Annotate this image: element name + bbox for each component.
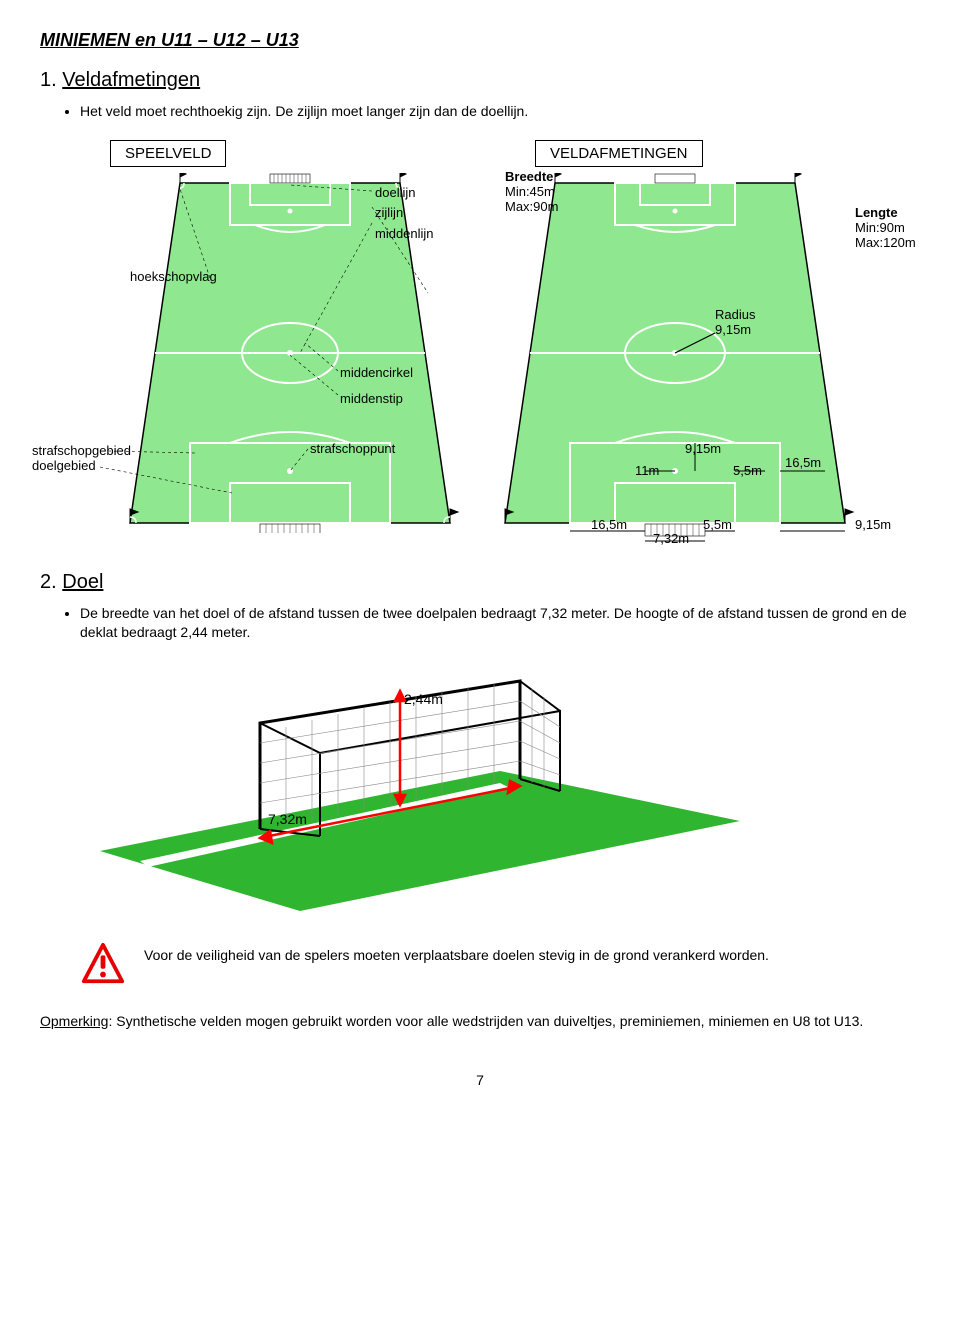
dim-11: 11m [635, 463, 659, 478]
radius-label: Radius [715, 307, 755, 322]
veldafmetingen-box: VELDAFMETINGEN [535, 140, 703, 167]
goal-diagram: 2,44m 7,32m [100, 661, 920, 921]
veldafmetingen-pitch [495, 173, 855, 543]
note-heading: Opmerking [40, 1013, 108, 1029]
dim-165b: 16,5m [591, 517, 627, 532]
lengte-max: Max:120m [855, 235, 916, 250]
page-number: 7 [40, 1072, 920, 1088]
goal-height-label: 2,44m [404, 691, 443, 707]
label-doellijn: doellijn [375, 183, 434, 204]
label-strafschopgebied: strafschopgebied [32, 443, 131, 458]
breedte-label: Breedte [505, 169, 558, 184]
goal-width-label: 7,32m [268, 811, 307, 827]
warning-row: Voor de veiligheid van de spelers moeten… [80, 941, 920, 987]
label-middencirkel: middencirkel [340, 363, 413, 384]
dim-55a: 5,5m [733, 463, 762, 478]
section-2-heading: 2. Doel [40, 571, 920, 594]
section-2-bullet: De breedte van het doel of de afstand tu… [80, 604, 920, 643]
page-title: MINIEMEN en U11 – U12 – U13 [40, 30, 920, 51]
label-middenlijn: middenlijn [375, 224, 434, 245]
speelveld-box: SPEELVELD [110, 140, 226, 167]
section-1-title: Veldafmetingen [62, 69, 200, 91]
warning-text: Voor de veiligheid van de spelers moeten… [144, 941, 769, 966]
lengte-label: Lengte [855, 205, 916, 220]
section-2-title: Doel [62, 571, 103, 593]
section-1-num: 1. [40, 69, 57, 91]
radius-val: 9,15m [715, 322, 755, 337]
note: Opmerking: Synthetische velden mogen geb… [40, 1011, 920, 1032]
label-doelgebied: doelgebied [32, 458, 131, 473]
breedte-max: Max:90m [505, 199, 558, 214]
dim-732: 7,32m [653, 531, 689, 546]
label-strafschoppunt: strafschoppunt [310, 441, 395, 456]
pitch-diagrams-row: SPEELVELD [40, 140, 920, 553]
note-body: : Synthetische velden mogen gebruikt wor… [108, 1013, 863, 1029]
label-zijlijn: zijlijn [375, 203, 434, 224]
lengte-min: Min:90m [855, 220, 916, 235]
section-1-heading: 1. Veldafmetingen [40, 69, 920, 92]
section-1-bullet: Het veld moet rechthoekig zijn. De zijli… [80, 102, 920, 122]
warning-icon [80, 941, 126, 987]
dim-915a: 9,15m [685, 441, 721, 456]
section-2-num: 2. [40, 571, 57, 593]
breedte-min: Min:45m [505, 184, 558, 199]
dim-165a: 16,5m [785, 455, 821, 470]
dim-55b: 5,5m [703, 517, 732, 532]
label-middenstip: middenstip [340, 389, 413, 410]
dim-915b: 9,15m [855, 517, 891, 532]
label-hoekschopvlag: hoekschopvlag [130, 269, 217, 284]
